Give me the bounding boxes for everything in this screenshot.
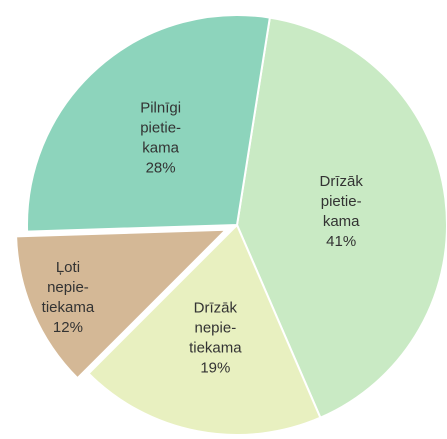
slice-label: nepie- bbox=[195, 319, 237, 336]
slice-value-label: 19% bbox=[200, 359, 230, 376]
slice-label: Pilnīgi bbox=[140, 99, 181, 116]
slice-label: Ļoti bbox=[56, 259, 80, 276]
slice-label: pietie- bbox=[140, 119, 181, 136]
slice-label: tiekama bbox=[42, 299, 95, 316]
slice-value-label: 28% bbox=[146, 159, 176, 176]
slice-label: pietie- bbox=[321, 193, 362, 210]
slice-label: Drīzāk bbox=[194, 299, 238, 316]
slice-label: nepie- bbox=[47, 279, 89, 296]
pie-slice bbox=[15, 228, 229, 380]
slice-label: Drīzāk bbox=[320, 173, 364, 190]
slice-value-label: 41% bbox=[326, 233, 356, 250]
pie-slice bbox=[235, 16, 447, 420]
pie-slice bbox=[87, 223, 322, 436]
slice-value-label: 12% bbox=[53, 319, 83, 336]
slice-label: tiekama bbox=[189, 339, 242, 356]
slice-label: kama bbox=[323, 213, 360, 230]
pie-slice bbox=[26, 14, 271, 233]
slice-label: kama bbox=[142, 139, 179, 156]
